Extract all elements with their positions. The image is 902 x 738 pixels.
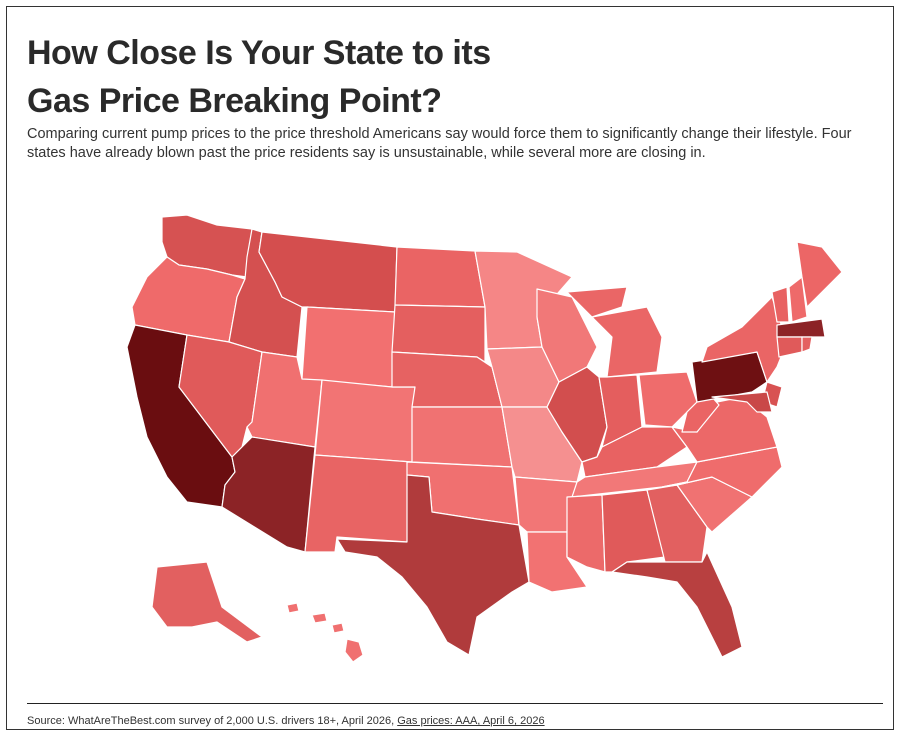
state — [331, 622, 345, 634]
source: Source: WhatAreTheBest.com survey of 2,0… — [27, 715, 545, 727]
states — [126, 214, 843, 663]
subtitle: Comparing current pump prices to the pri… — [27, 126, 852, 161]
title: How Close Is Your State to its Gas Price… — [27, 34, 491, 120]
state — [314, 379, 416, 463]
state — [801, 336, 813, 353]
state — [286, 602, 300, 614]
source-link[interactable]: Gas prices: AAA, April 6, 2026 — [397, 715, 545, 727]
source-text: Source: WhatAreTheBest.com survey of 2,0… — [27, 715, 395, 727]
state — [344, 638, 364, 663]
state — [221, 436, 316, 553]
state — [611, 551, 743, 658]
state — [311, 612, 328, 624]
state — [411, 406, 513, 468]
frame: How Close Is Your State to its Gas Price… — [6, 6, 894, 730]
state — [638, 371, 698, 428]
state — [776, 318, 826, 338]
state — [566, 286, 628, 318]
state — [304, 454, 413, 553]
state — [776, 336, 803, 358]
state — [788, 276, 808, 323]
state — [301, 306, 396, 388]
state — [566, 494, 606, 573]
state — [771, 286, 790, 323]
state — [701, 296, 788, 383]
state — [394, 246, 486, 308]
divider — [27, 703, 883, 704]
state — [711, 391, 773, 413]
state — [661, 446, 783, 498]
state — [591, 306, 663, 378]
us-map — [126, 214, 843, 663]
state — [796, 241, 843, 308]
state — [336, 474, 530, 656]
state — [151, 561, 263, 643]
